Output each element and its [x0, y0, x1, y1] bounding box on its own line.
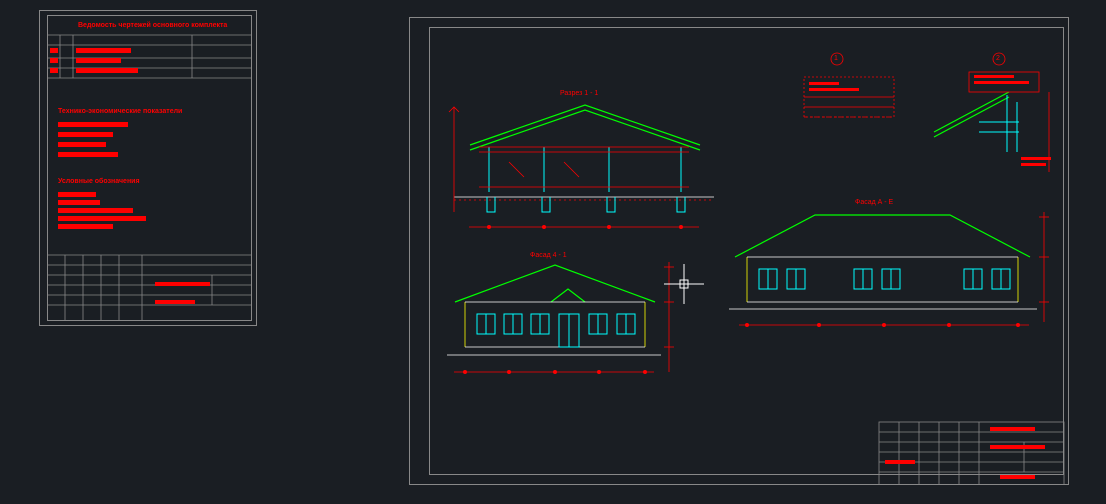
sheet1-bar3-2 — [58, 200, 100, 205]
detail1-label: 1 — [834, 55, 838, 62]
sheet1-tb-text-1 — [155, 282, 210, 286]
sheet1-bar3-4 — [58, 216, 146, 221]
facade-4-1 — [447, 262, 674, 374]
sheet2-tb-1 — [990, 427, 1035, 431]
sheet1-bar3-5 — [58, 224, 113, 229]
detail-1 — [804, 53, 894, 117]
sheet1-tb-text-2 — [155, 300, 195, 304]
sheet1-bar3-3 — [58, 208, 133, 213]
sheet1-bar3-1 — [58, 192, 96, 197]
facade-a-e — [729, 212, 1049, 327]
sheet2-tb-3 — [885, 460, 915, 464]
sheet2-tb-2 — [990, 445, 1045, 449]
sheet1-section3-title: Условные обозначения — [58, 178, 140, 185]
sheet1-bar2-1 — [58, 122, 128, 127]
sheet2-drawings — [409, 17, 1069, 485]
sheet2-tb-4 — [1000, 475, 1035, 479]
sheet1-row-2 — [76, 58, 121, 63]
sheet1-bar2-4 — [58, 152, 118, 157]
sheet1-bar2-3 — [58, 142, 106, 147]
section-label: Разрез 1 - 1 — [560, 90, 598, 97]
sheet1-row-num-2 — [50, 58, 58, 63]
sheet1-row-1 — [76, 48, 131, 53]
facade1-label: Фасад 4 - 1 — [530, 252, 567, 259]
sheet1-row-num-3 — [50, 68, 58, 73]
facade2-label: Фасад А - Е — [855, 199, 893, 206]
detail-2 — [934, 53, 1051, 172]
sheet1-row-num-1 — [50, 48, 58, 53]
sheet1-section2-title: Технико-экономические показатели — [58, 108, 182, 115]
sheet2-title-block — [879, 422, 1064, 485]
sheet1-bar2-2 — [58, 132, 113, 137]
section-1-1 — [449, 105, 714, 229]
sheet1-row-3 — [76, 68, 138, 73]
detail2-label: 2 — [996, 55, 1000, 62]
